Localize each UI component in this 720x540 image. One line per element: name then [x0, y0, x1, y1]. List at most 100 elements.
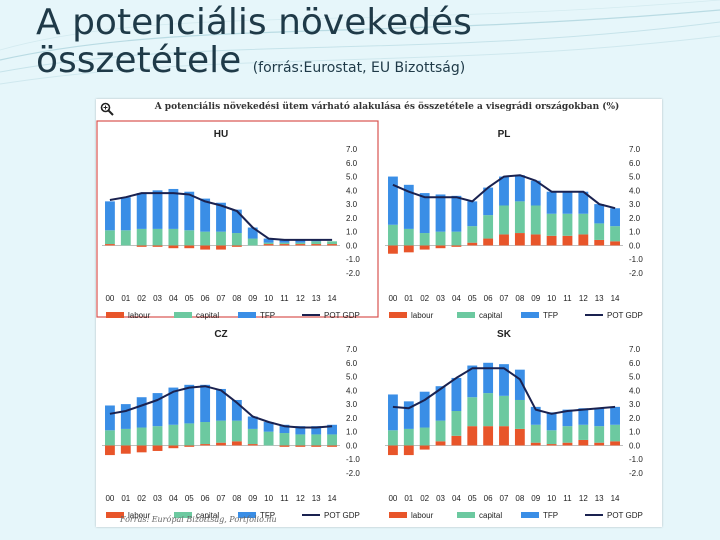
bar-tfp [467, 365, 478, 398]
x-tick-label: 14 [328, 494, 337, 503]
x-tick-label: 11 [280, 494, 289, 503]
bar-labour [594, 442, 605, 446]
x-tick-label: 07 [500, 494, 509, 503]
x-tick-label: 09 [531, 294, 540, 303]
x-tick-label: 10 [264, 494, 273, 503]
bar-labour [247, 444, 258, 446]
figure-panel: A potenciális növekedési ütem várható al… [96, 99, 662, 527]
y-tick-label: 1.0 [629, 228, 641, 237]
legend-swatch-tfp [238, 312, 256, 318]
legend-label: POT GDP [607, 511, 643, 520]
bar-labour [152, 445, 163, 451]
chart-pl: PL 7.0 6.0 5.0 4.0 3.0 2.0 1.0 0.0 -1.0 -2.0 00 01 02… [385, 129, 643, 320]
bar-tfp [295, 426, 306, 435]
bar-tfp [467, 201, 478, 227]
y-tick-label: 5.0 [346, 373, 358, 382]
x-tick-label: 05 [185, 494, 194, 503]
legend-label: TFP [260, 311, 275, 320]
bar-labour [610, 241, 620, 246]
x-tick-label: 06 [484, 294, 493, 303]
y-tick-label: 5.0 [629, 173, 641, 182]
bar-tfp [499, 364, 509, 396]
bar-labour [403, 245, 414, 253]
bar-capital [546, 213, 557, 236]
legend-label: capital [479, 311, 502, 320]
bar-capital [136, 427, 147, 446]
bar-tfp [403, 184, 414, 229]
bar-tfp [327, 424, 337, 435]
x-tick-label: 13 [312, 494, 321, 503]
x-tick-label: 06 [484, 494, 493, 503]
y-tick-label: 7.0 [629, 145, 641, 154]
magnifier-icon[interactable] [100, 102, 114, 116]
y-tick-label: 4.0 [346, 386, 358, 395]
bar-tfp [388, 394, 398, 431]
bar-capital [435, 231, 446, 246]
x-tick-label: 00 [388, 294, 397, 303]
bar-capital [327, 434, 337, 446]
bar-labour [610, 441, 620, 446]
x-tick-label: 04 [452, 294, 461, 303]
bar-tfp [483, 187, 494, 216]
bar-capital [451, 231, 462, 246]
bar-tfp [419, 391, 430, 428]
chart-sk: SK 7.0 6.0 5.0 4.0 3.0 2.0 1.0 0.0 -1.0 -2.0 00 01 02… [385, 329, 643, 520]
x-tick-label: 01 [121, 294, 130, 303]
bar-capital [327, 241, 337, 245]
bar-capital [419, 427, 430, 446]
bar-tfp [578, 191, 589, 214]
legend-swatch-tfp [238, 512, 256, 518]
bar-tfp [311, 426, 322, 435]
x-tick-label: 11 [563, 494, 572, 503]
bar-tfp [610, 208, 620, 227]
bar-capital [530, 205, 541, 235]
bar-tfp [514, 175, 525, 202]
x-tick-label: 07 [217, 494, 226, 503]
bar-capital [562, 213, 573, 236]
bar-tfp [279, 239, 290, 243]
legend-label: POT GDP [607, 311, 643, 320]
x-tick-label: 01 [404, 294, 413, 303]
bar-tfp [216, 388, 226, 421]
bar-capital [514, 201, 525, 234]
y-tick-label: 6.0 [629, 159, 641, 168]
bar-labour [231, 441, 242, 446]
bar-labour [499, 426, 509, 446]
bar-capital [499, 395, 509, 427]
bar-labour [546, 235, 557, 246]
legend-swatch-capital [457, 512, 475, 518]
bar-capital [168, 424, 179, 446]
bar-capital [200, 422, 211, 445]
bar-tfp [263, 422, 274, 432]
figure-header: A potenciális növekedési ütem várható al… [96, 101, 662, 117]
bar-tfp [499, 176, 509, 206]
x-tick-label: 10 [264, 294, 273, 303]
bar-capital [120, 230, 131, 246]
y-tick-label: -1.0 [346, 255, 360, 264]
bar-capital [499, 205, 509, 235]
legend-label: POT GDP [324, 511, 360, 520]
bar-tfp [483, 362, 494, 394]
bar-capital [247, 428, 258, 445]
bar-capital [263, 431, 274, 446]
x-tick-label: 14 [611, 294, 620, 303]
x-tick-label: 03 [153, 294, 162, 303]
x-tick-label: 09 [248, 494, 257, 503]
y-tick-label: 2.0 [346, 414, 358, 423]
bar-capital [311, 241, 322, 245]
bar-labour [327, 445, 337, 447]
bar-capital [216, 420, 226, 443]
bar-tfp [247, 227, 258, 239]
x-tick-label: 01 [121, 494, 130, 503]
bar-capital [279, 433, 290, 446]
y-tick-label: 2.0 [629, 414, 641, 423]
bar-labour [216, 245, 226, 250]
y-tick-label: 0.0 [346, 241, 358, 250]
legend-swatch-labour [106, 312, 124, 318]
bar-capital [403, 428, 414, 446]
bar-capital [120, 428, 131, 446]
bar-capital [435, 420, 446, 442]
title-line-2: összetétele [36, 40, 242, 81]
y-tick-label: 5.0 [346, 173, 358, 182]
y-tick-label: -1.0 [346, 455, 360, 464]
